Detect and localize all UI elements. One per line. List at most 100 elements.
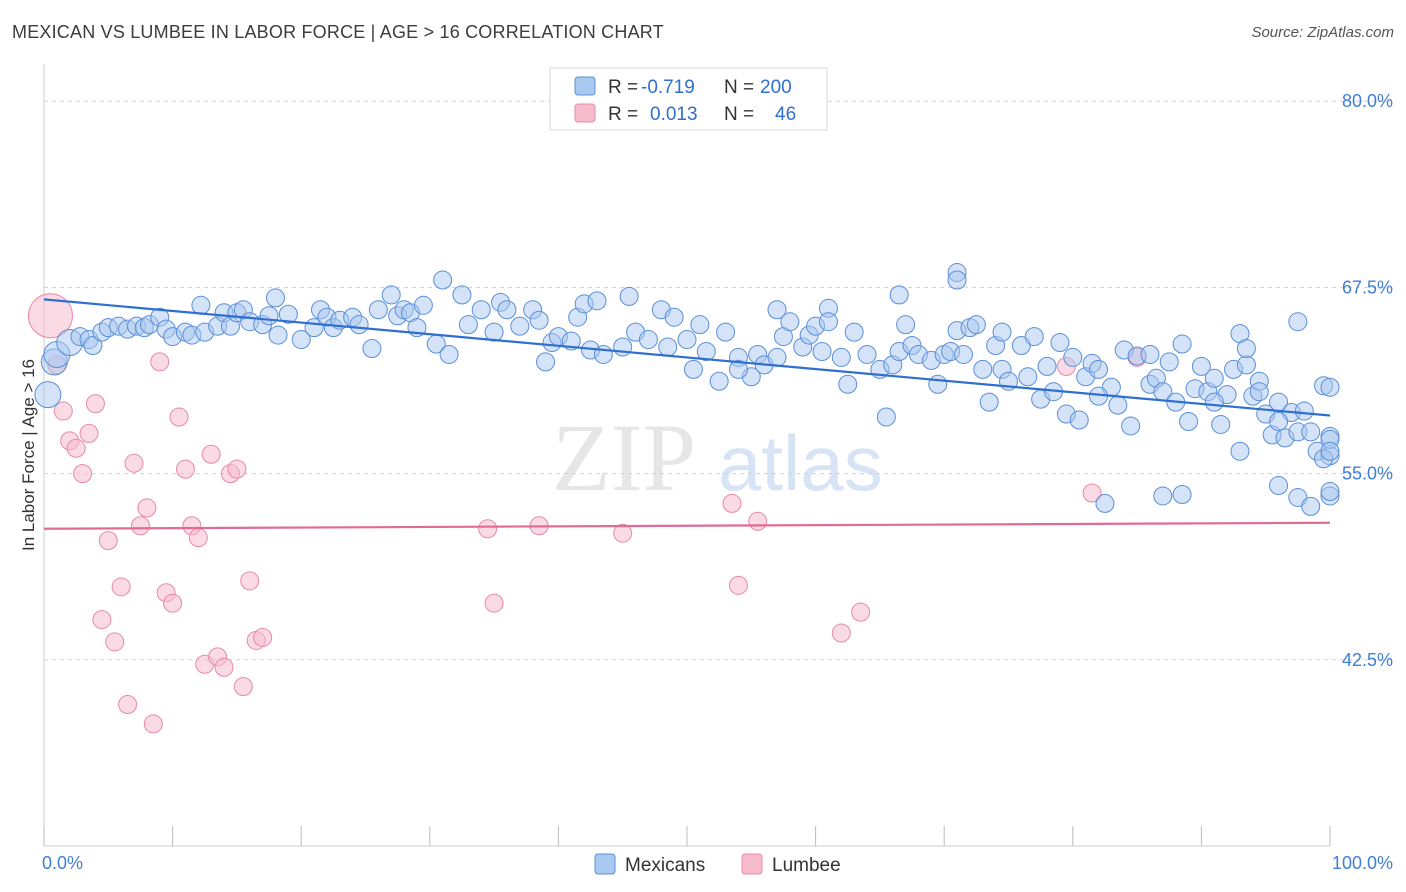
lumbee-point	[111, 577, 131, 597]
mexican-point	[593, 344, 613, 364]
mexican-point	[1069, 410, 1089, 430]
mexican-point	[1159, 352, 1179, 372]
mexican-point	[876, 407, 896, 427]
mexican-point	[1230, 441, 1250, 461]
lumbee-point	[722, 493, 742, 513]
lumbee-point	[175, 459, 195, 479]
mexican-point	[1236, 338, 1256, 358]
legend-n-label-mexicans: N =	[724, 77, 754, 98]
mexican-point	[536, 352, 556, 372]
mexican-point	[458, 315, 478, 335]
mexican-point	[728, 359, 748, 379]
mexican-point	[857, 344, 877, 364]
x-tick-label-0: 0.0%	[42, 853, 83, 873]
mexican-point	[818, 312, 838, 332]
chart-title: MEXICAN VS LUMBEE IN LABOR FORCE | AGE >…	[12, 22, 664, 42]
mexican-point	[1249, 382, 1269, 402]
mexican-point	[362, 338, 382, 358]
y-tick-label-0: 42.5%	[1342, 650, 1393, 670]
mexican-point	[268, 325, 288, 345]
lumbee-point	[214, 657, 234, 677]
mexican-point	[413, 295, 433, 315]
lumbee-point	[240, 571, 260, 591]
mexican-point	[966, 315, 986, 335]
legend-n-value-lumbee: 46	[775, 104, 796, 125]
mexican-point	[1269, 476, 1289, 496]
lumbee-point	[851, 602, 871, 622]
mexican-point	[1204, 368, 1224, 388]
watermark-zip: ZIP	[552, 404, 696, 511]
watermark-atlas: atlas	[718, 419, 883, 507]
mexican-point	[1320, 481, 1340, 501]
legend: R = -0.719 N = 200 R = 0.013 N = 46	[549, 67, 828, 131]
y-axis-title: In Labor Force | Age > 16	[19, 359, 38, 551]
watermark: ZIP atlas	[552, 404, 883, 511]
mexican-point	[1018, 367, 1038, 387]
mexican-point	[979, 392, 999, 412]
x-tick-labels: 0.0% 100.0%	[42, 853, 1393, 873]
mexican-point	[510, 316, 530, 336]
lumbee-point	[233, 677, 253, 697]
mexican-point	[1269, 411, 1289, 431]
legend-swatch-lumbee	[574, 103, 596, 123]
mexican-point	[767, 300, 787, 320]
lumbee-point	[169, 407, 189, 427]
mexican-point	[838, 374, 858, 394]
mexican-point	[471, 300, 491, 320]
lumbee-point	[73, 464, 93, 484]
mexican-point	[368, 300, 388, 320]
mexican-point	[1320, 377, 1340, 397]
mexican-point	[709, 371, 729, 391]
mexican-point	[658, 337, 678, 357]
source-label: Source: ZipAtlas.com	[1251, 24, 1394, 41]
mexican-point	[947, 270, 967, 290]
mexican-point	[259, 306, 279, 326]
lumbee-point	[253, 627, 273, 647]
lumbee-point	[98, 531, 118, 551]
x-tick-label-1: 100.0%	[1332, 853, 1393, 873]
mexican-point	[619, 286, 639, 306]
mexican-point	[1089, 359, 1109, 379]
mexican-point	[291, 330, 311, 350]
lumbee-point	[27, 293, 73, 339]
mexican-point	[265, 288, 285, 308]
mexican-point	[1024, 327, 1044, 347]
mexican-point	[1172, 334, 1192, 354]
trendlines	[43, 298, 1331, 530]
mexican-point	[1301, 422, 1321, 442]
mexican-point	[683, 359, 703, 379]
legend-r-value-lumbee: 0.013	[650, 104, 698, 125]
mexican-point	[889, 285, 909, 305]
mexican-point	[812, 341, 832, 361]
y-tick-labels: 42.5% 55.0% 67.5% 80.0%	[1342, 91, 1393, 670]
mexican-point	[638, 330, 658, 350]
y-tick-label-1: 55.0%	[1342, 464, 1393, 484]
legend-r-label-lumbee: R =	[608, 104, 638, 125]
mexican-point	[613, 337, 633, 357]
mexican-point	[664, 307, 684, 327]
legend-r-label-mexicans: R =	[608, 77, 638, 98]
legend-r-value-mexicans: -0.719	[641, 77, 695, 98]
lumbee-point	[66, 438, 86, 458]
mexican-point	[1050, 333, 1070, 353]
mexican-point	[1236, 355, 1256, 375]
mexican-point	[34, 381, 62, 409]
mexican-point	[696, 341, 716, 361]
lumbee-points	[27, 293, 1147, 734]
mexican-point	[484, 322, 504, 342]
bottom-legend: Mexicans Lumbee	[594, 853, 841, 876]
lumbee-point	[79, 423, 99, 443]
mexican-point	[1121, 416, 1141, 436]
lumbee-point	[118, 694, 138, 714]
lumbee-point	[143, 714, 163, 734]
mexican-point	[83, 336, 103, 356]
legend-n-label-lumbee: N =	[724, 104, 754, 125]
mexican-point	[587, 291, 607, 311]
mexican-point	[349, 315, 369, 335]
mexican-point	[433, 270, 453, 290]
mexican-point	[1191, 356, 1211, 376]
mexican-point	[716, 322, 736, 342]
lumbee-point	[227, 459, 247, 479]
mexican-point	[953, 344, 973, 364]
mexican-point	[780, 312, 800, 332]
